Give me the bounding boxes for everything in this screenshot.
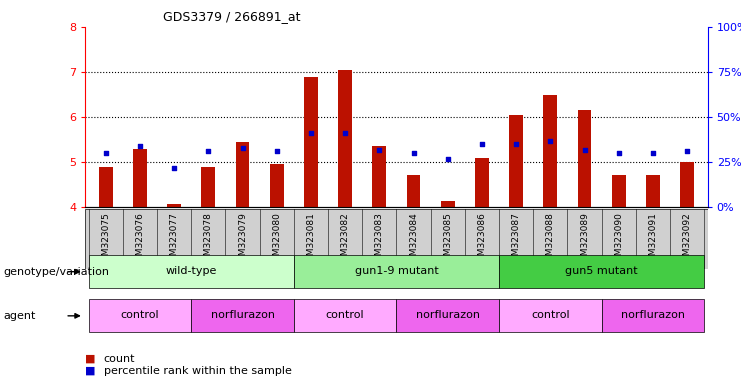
Point	[579, 147, 591, 153]
Text: ■: ■	[85, 354, 96, 364]
Point	[270, 148, 282, 154]
Text: norflurazon: norflurazon	[621, 310, 685, 320]
Bar	[99, 167, 113, 207]
Text: gun1-9 mutant: gun1-9 mutant	[354, 266, 439, 276]
Point	[100, 150, 112, 156]
Text: genotype/variation: genotype/variation	[4, 266, 110, 277]
Bar	[396, 300, 499, 332]
Text: GSM323089: GSM323089	[580, 212, 589, 267]
Point	[511, 141, 522, 147]
Point	[681, 148, 693, 154]
Text: GSM323079: GSM323079	[238, 212, 247, 267]
Text: norflurazon: norflurazon	[416, 310, 479, 320]
Point	[134, 143, 146, 149]
Point	[545, 137, 556, 144]
Point	[339, 130, 351, 136]
Bar	[499, 300, 602, 332]
Text: count: count	[104, 354, 136, 364]
Point	[647, 150, 659, 156]
Bar	[646, 175, 659, 207]
Text: GSM323084: GSM323084	[409, 212, 418, 267]
Point	[373, 147, 385, 153]
Text: percentile rank within the sample: percentile rank within the sample	[104, 366, 292, 376]
Bar	[339, 70, 352, 207]
Bar	[602, 300, 704, 332]
Text: GSM323081: GSM323081	[307, 212, 316, 267]
Text: GSM323085: GSM323085	[443, 212, 452, 267]
Text: gun5 mutant: gun5 mutant	[565, 266, 638, 276]
Bar	[191, 300, 294, 332]
Text: GSM323092: GSM323092	[682, 212, 691, 267]
Bar	[407, 175, 420, 207]
Bar	[578, 110, 591, 207]
Text: norflurazon: norflurazon	[210, 310, 274, 320]
Text: GSM323075: GSM323075	[102, 212, 110, 267]
Bar	[475, 158, 489, 207]
Text: control: control	[326, 310, 365, 320]
Point	[613, 150, 625, 156]
Point	[168, 165, 180, 171]
Bar	[202, 167, 215, 207]
Text: GSM323077: GSM323077	[170, 212, 179, 267]
Point	[305, 130, 317, 136]
Text: ■: ■	[85, 366, 96, 376]
Bar	[499, 255, 704, 288]
Bar	[89, 300, 191, 332]
Text: GSM323088: GSM323088	[546, 212, 555, 267]
Text: control: control	[531, 310, 570, 320]
Point	[202, 148, 214, 154]
Text: GSM323087: GSM323087	[511, 212, 521, 267]
Text: agent: agent	[4, 311, 36, 321]
Text: GSM323090: GSM323090	[614, 212, 623, 267]
Bar	[89, 255, 294, 288]
Bar	[304, 78, 318, 207]
Text: GDS3379 / 266891_at: GDS3379 / 266891_at	[163, 10, 301, 23]
Text: control: control	[121, 310, 159, 320]
Text: GSM323086: GSM323086	[477, 212, 486, 267]
Text: GSM323076: GSM323076	[136, 212, 144, 267]
Text: GSM323091: GSM323091	[648, 212, 657, 267]
Text: GSM323078: GSM323078	[204, 212, 213, 267]
Bar	[294, 300, 396, 332]
Bar	[294, 255, 499, 288]
Bar	[167, 204, 181, 207]
Text: wild-type: wild-type	[165, 266, 217, 276]
Text: GSM323082: GSM323082	[341, 212, 350, 267]
Bar	[509, 115, 523, 207]
Text: GSM323080: GSM323080	[272, 212, 282, 267]
Bar	[270, 164, 284, 207]
Bar	[373, 146, 386, 207]
Bar	[441, 202, 454, 207]
Bar	[680, 162, 694, 207]
Bar	[236, 142, 250, 207]
Point	[476, 141, 488, 147]
Point	[442, 156, 453, 162]
Bar	[133, 149, 147, 207]
Bar	[612, 175, 625, 207]
Point	[408, 150, 419, 156]
Point	[236, 145, 248, 151]
Bar	[543, 94, 557, 207]
Text: GSM323083: GSM323083	[375, 212, 384, 267]
